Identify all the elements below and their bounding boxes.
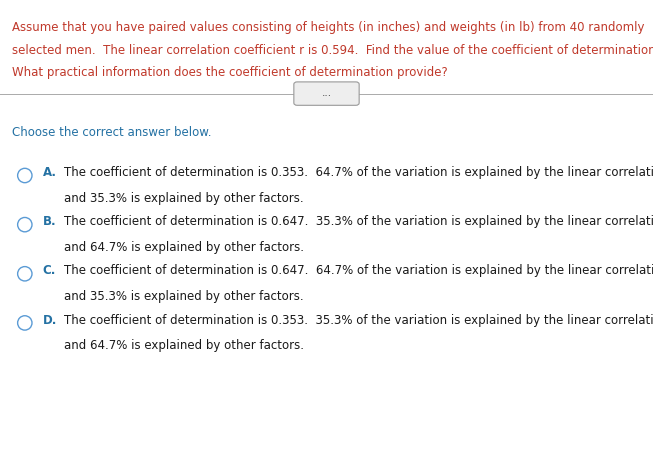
Text: The coefficient of determination is 0.647.  64.7% of the variation is explained : The coefficient of determination is 0.64… bbox=[64, 264, 653, 278]
Text: The coefficient of determination is 0.353.  64.7% of the variation is explained : The coefficient of determination is 0.35… bbox=[64, 166, 653, 179]
Ellipse shape bbox=[18, 218, 32, 232]
Ellipse shape bbox=[18, 267, 32, 281]
Text: Choose the correct answer below.: Choose the correct answer below. bbox=[12, 126, 212, 139]
Ellipse shape bbox=[18, 316, 32, 330]
Text: D.: D. bbox=[42, 314, 57, 327]
Ellipse shape bbox=[18, 168, 32, 183]
Text: selected men.  The linear correlation coefficient r is 0.594.  Find the value of: selected men. The linear correlation coe… bbox=[12, 44, 653, 57]
Text: B.: B. bbox=[42, 215, 56, 228]
Text: and 35.3% is explained by other factors.: and 35.3% is explained by other factors. bbox=[64, 290, 304, 303]
Text: A.: A. bbox=[42, 166, 56, 179]
Text: and 64.7% is explained by other factors.: and 64.7% is explained by other factors. bbox=[64, 241, 304, 254]
Text: The coefficient of determination is 0.647.  35.3% of the variation is explained : The coefficient of determination is 0.64… bbox=[64, 215, 653, 228]
Text: and 64.7% is explained by other factors.: and 64.7% is explained by other factors. bbox=[64, 339, 304, 352]
Text: ...: ... bbox=[321, 88, 332, 98]
Text: What practical information does the coefficient of determination provide?: What practical information does the coef… bbox=[12, 66, 447, 79]
Text: and 35.3% is explained by other factors.: and 35.3% is explained by other factors. bbox=[64, 192, 304, 205]
FancyBboxPatch shape bbox=[294, 82, 359, 105]
Text: The coefficient of determination is 0.353.  35.3% of the variation is explained : The coefficient of determination is 0.35… bbox=[64, 314, 653, 327]
Text: C.: C. bbox=[42, 264, 56, 278]
Text: Assume that you have paired values consisting of heights (in inches) and weights: Assume that you have paired values consi… bbox=[12, 21, 645, 34]
